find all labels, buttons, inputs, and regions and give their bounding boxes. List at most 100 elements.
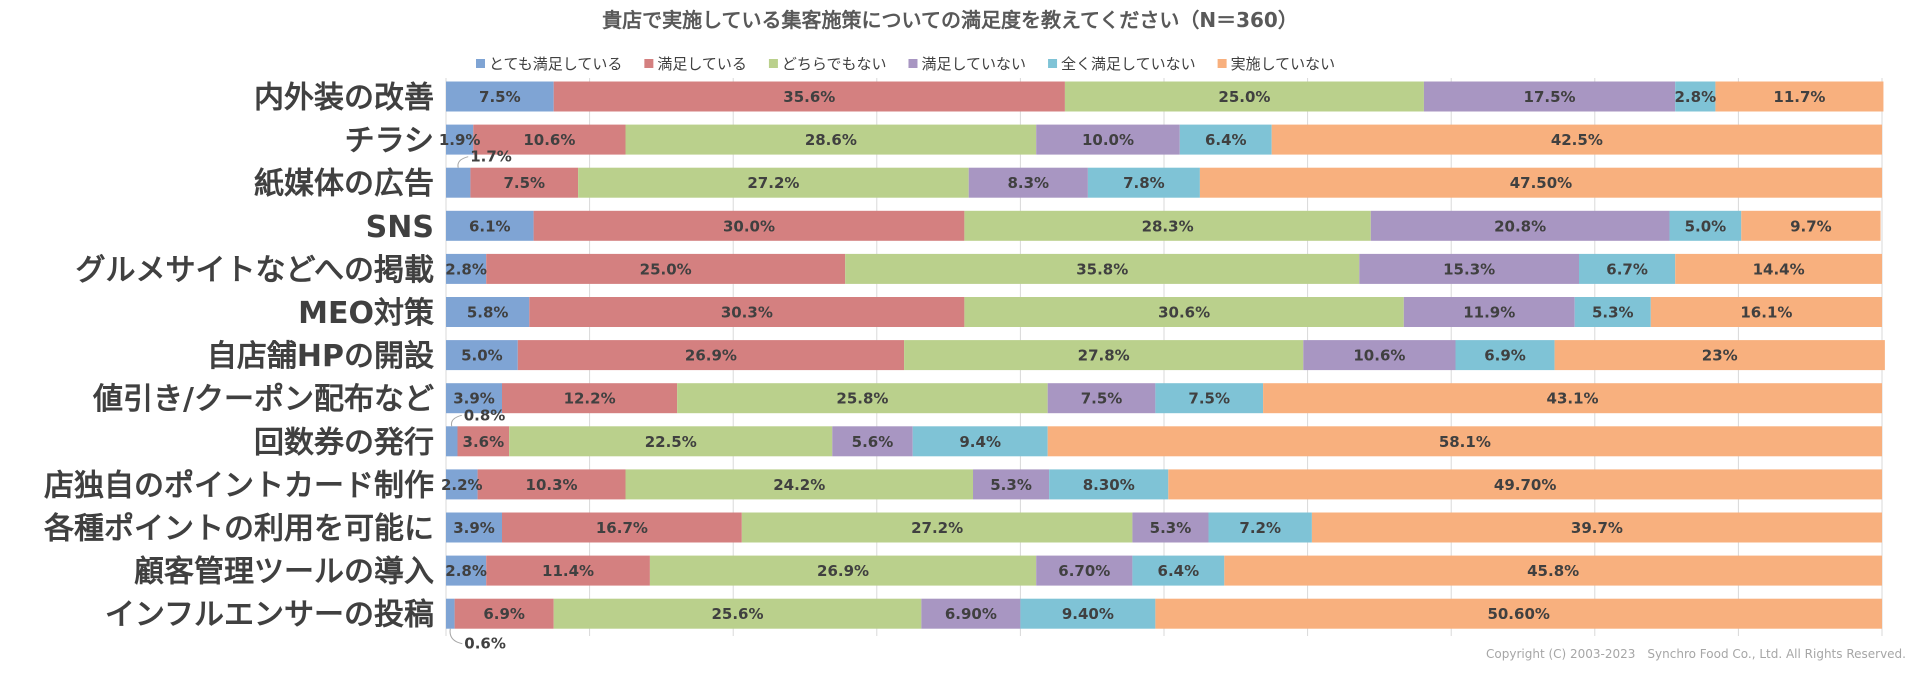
data-label: 47.50% xyxy=(1510,174,1572,192)
bar-segment xyxy=(1650,297,1882,327)
bar-segment xyxy=(446,383,503,414)
bar-segment xyxy=(1359,253,1580,284)
data-label: 30.6% xyxy=(1158,304,1210,322)
callout-leader xyxy=(457,156,469,168)
bar-segment xyxy=(1047,426,1882,457)
bar-segment xyxy=(1303,340,1456,371)
bar-segment xyxy=(517,340,905,371)
data-label: 6.9% xyxy=(483,605,525,623)
bar-segment xyxy=(446,253,487,284)
data-label: 9.40% xyxy=(1062,605,1114,623)
legend-item: どちらでもない xyxy=(768,55,886,73)
bar-segment xyxy=(1715,81,1884,112)
data-label: 10.6% xyxy=(523,131,575,149)
bar-segment xyxy=(486,253,846,284)
category-label: 自店舗HPの開設 xyxy=(207,339,434,374)
data-label: 10.3% xyxy=(526,476,578,494)
data-label: 25.0% xyxy=(640,260,692,278)
data-label: 12.2% xyxy=(564,390,616,408)
legend-label: 満足していない xyxy=(921,55,1026,73)
data-label: 6.7% xyxy=(1606,260,1648,278)
bar-segment xyxy=(677,383,1048,414)
category-label: 値引き/クーポン配布など xyxy=(92,382,434,417)
data-label: 10.6% xyxy=(1353,347,1405,365)
bar-segment xyxy=(1208,512,1312,543)
bar-segment xyxy=(473,124,626,155)
legend-item: 全く満足していない xyxy=(1048,55,1196,73)
data-label: 42.5% xyxy=(1551,131,1603,149)
data-label: 6.90% xyxy=(945,605,997,623)
bar-segment xyxy=(921,598,1021,629)
category-label: 内外装の改善 xyxy=(254,81,434,116)
bar-segment xyxy=(477,469,626,500)
bar-segment xyxy=(457,426,510,457)
bar-segment xyxy=(1455,340,1555,371)
category-label: MEO対策 xyxy=(298,296,434,331)
legend-swatch xyxy=(1217,59,1227,68)
bar-segment xyxy=(1675,81,1716,112)
bar-segment xyxy=(533,210,965,241)
data-label: 6.4% xyxy=(1158,562,1200,580)
data-label: 27.2% xyxy=(911,519,963,537)
data-label: 25.8% xyxy=(836,390,888,408)
data-label: 16.1% xyxy=(1740,304,1792,322)
category-label: 顧客管理ツールの導入 xyxy=(134,555,434,590)
bar-segment xyxy=(509,426,833,457)
bar-segment xyxy=(1554,340,1885,371)
legend-label: とても満足している xyxy=(489,55,622,73)
data-label: 5.6% xyxy=(852,433,894,451)
data-label: 6.4% xyxy=(1205,131,1247,149)
bar-segment xyxy=(454,598,554,629)
callout-label: 1.7% xyxy=(470,148,512,166)
legend-item: 満足している xyxy=(644,55,747,73)
bars xyxy=(446,81,1885,629)
data-label: 10.0% xyxy=(1082,131,1134,149)
legend-swatch xyxy=(768,59,778,68)
bar-segment xyxy=(1370,210,1670,241)
bar-segment xyxy=(486,555,650,586)
bar-segment xyxy=(1087,167,1200,198)
data-label: 30.3% xyxy=(721,304,773,322)
data-label: 3.9% xyxy=(453,390,495,408)
bar-segment xyxy=(446,124,474,155)
bar-segment xyxy=(470,167,579,198)
data-label: 43.1% xyxy=(1547,390,1599,408)
data-label: 14.4% xyxy=(1753,260,1805,278)
callout-label: 0.6% xyxy=(464,635,506,653)
data-label: 8.30% xyxy=(1083,476,1135,494)
bar-segment xyxy=(502,383,678,414)
data-label: 39.7% xyxy=(1571,519,1623,537)
bar-segment xyxy=(904,340,1304,371)
bar-segment xyxy=(1036,124,1180,155)
data-label: 6.70% xyxy=(1058,562,1110,580)
bar-segment xyxy=(578,167,969,198)
bar-segment xyxy=(446,598,455,629)
bar-segment xyxy=(446,210,534,241)
legend: とても満足している 満足している どちらでもない 満足していない 全く満足していない 実施… xyxy=(476,55,1335,73)
bar-segment xyxy=(502,512,742,543)
data-label: 28.3% xyxy=(1142,217,1194,235)
data-label: 2.2% xyxy=(441,476,483,494)
category-label: 回数券の発行 xyxy=(254,425,434,460)
data-label: 7.5% xyxy=(479,88,521,106)
bar-segment xyxy=(1403,297,1575,327)
bar-segment xyxy=(1064,81,1424,112)
data-label: 5.3% xyxy=(990,476,1032,494)
category-label: 店独自のポイントカード制作 xyxy=(44,468,434,503)
bar-segment xyxy=(1311,512,1882,543)
bar-segment xyxy=(446,297,530,327)
data-label: 5.3% xyxy=(1592,304,1634,322)
bar-segment xyxy=(1579,253,1676,284)
bar-segment xyxy=(741,512,1133,543)
data-label: 7.5% xyxy=(1081,390,1123,408)
bar-segment xyxy=(649,555,1037,586)
data-label: 50.60% xyxy=(1487,605,1549,623)
data-label: 23% xyxy=(1702,347,1738,365)
data-label: 11.9% xyxy=(1463,304,1515,322)
bar-segment xyxy=(1179,124,1272,155)
legend-swatch xyxy=(476,59,485,68)
bar-segment xyxy=(1574,297,1651,327)
data-label: 7.5% xyxy=(503,174,545,192)
bar-segment xyxy=(1020,598,1156,629)
